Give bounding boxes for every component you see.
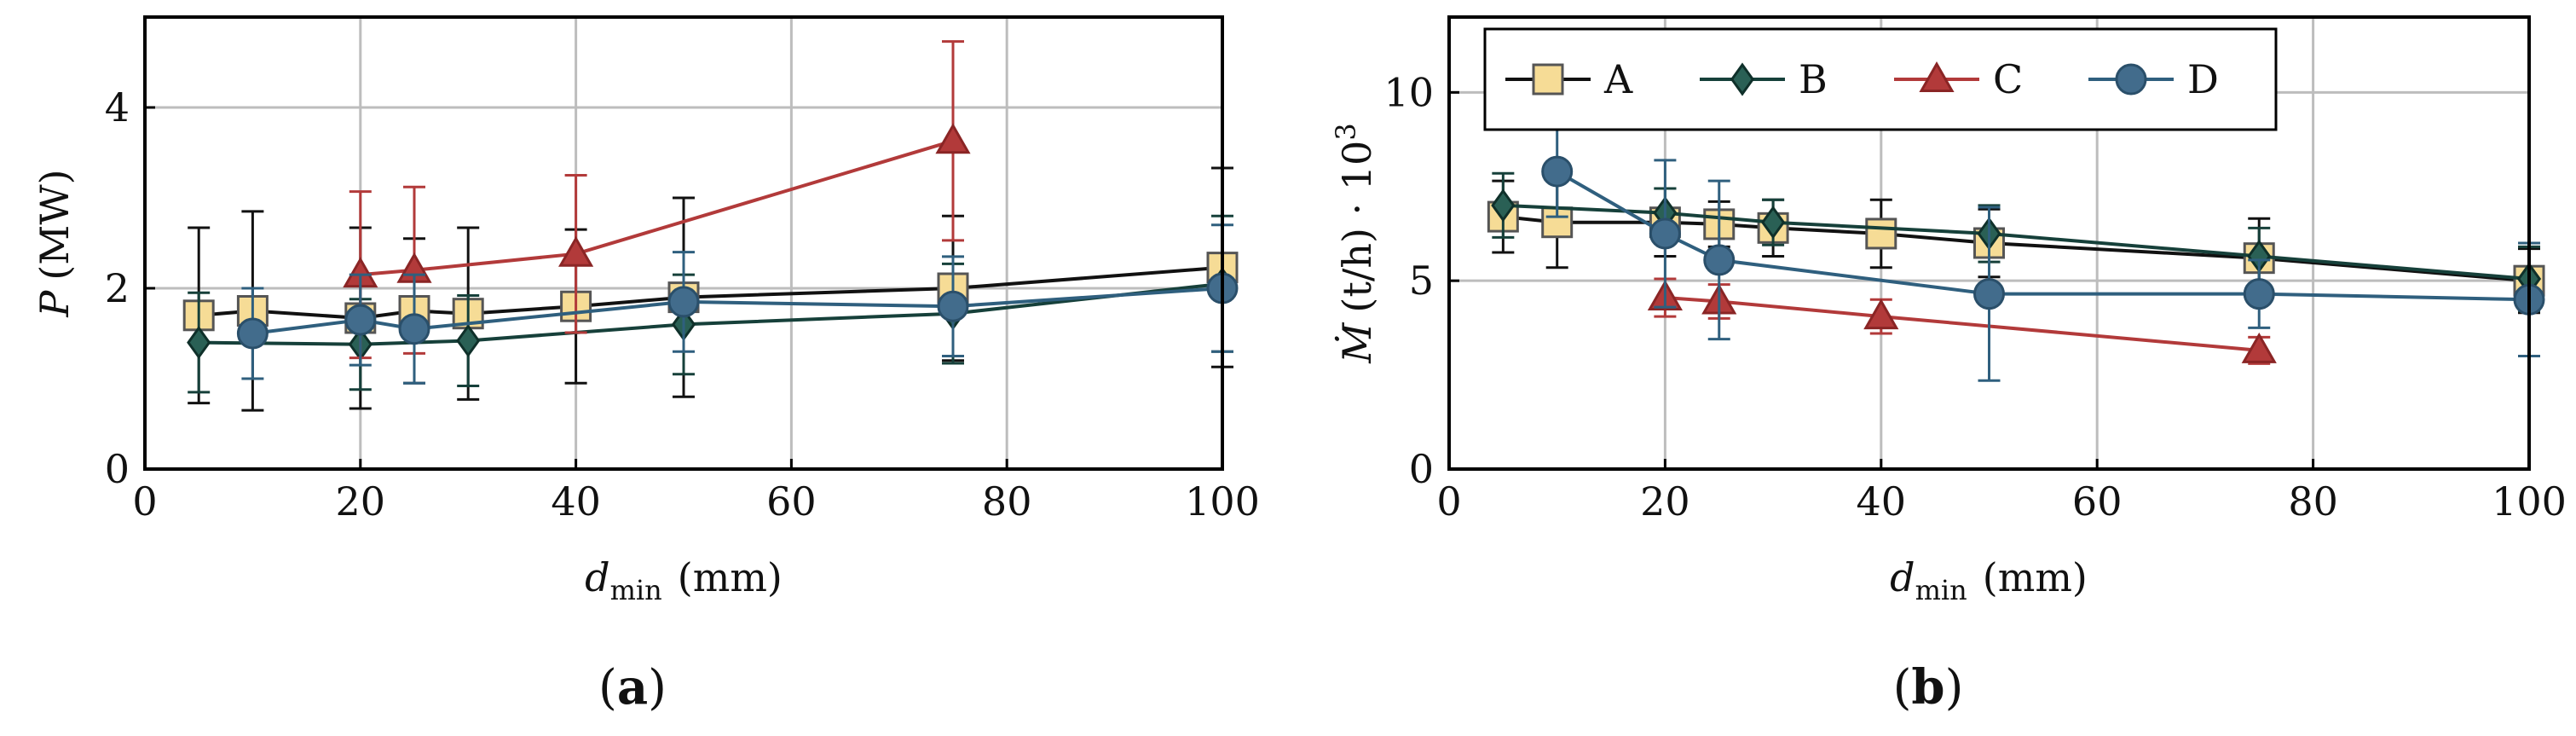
x-tick-label-a: 20 — [336, 478, 386, 524]
legend-label-c: C — [1993, 56, 2023, 102]
legend-items: A B C D — [1505, 56, 2219, 102]
ticks-b: 0 20 40 60 80 100 0 5 10 — [1383, 69, 2566, 524]
series-d-a — [236, 223, 1239, 385]
x-tick-label-b: 60 — [2072, 478, 2123, 524]
y-tick-label-b: 5 — [1409, 258, 1434, 304]
legend-item-c: C — [1894, 56, 2023, 102]
panel-a: 0 20 40 60 80 100 0 2 4 P(MW) dmin (mm) (a) — [32, 15, 1260, 716]
series-c-line-b — [1665, 296, 2260, 352]
series-d-point-b — [1649, 217, 1681, 250]
series-d-point-a — [344, 304, 377, 336]
x-axis-label-a: dmin (mm) — [585, 554, 783, 606]
axes-frame-a — [143, 15, 1224, 471]
x-tick-label-a: 100 — [1185, 478, 1260, 524]
series-c-line-a — [360, 139, 954, 277]
x-tick-label-b: 0 — [1436, 478, 1461, 524]
legend-marker-c — [1919, 61, 1955, 92]
series-b-point-b — [1761, 206, 1786, 240]
legend-item-a: A — [1505, 56, 1633, 102]
y-axis-label-b: Ṁ(t/h) · 103 — [1330, 123, 1380, 363]
y-tick-label-a: 4 — [105, 84, 130, 130]
series-d-point-b — [2243, 278, 2275, 310]
panel-label-a: (a) — [598, 659, 667, 716]
legend-marker-a — [1532, 63, 1564, 96]
legend-item-d: D — [2088, 56, 2219, 102]
y-tick-label-b: 0 — [1409, 446, 1434, 492]
series-d-point-a — [398, 313, 430, 345]
series-d-b — [1541, 125, 2545, 382]
x-tick-label-b: 20 — [1640, 478, 1690, 524]
series-d-point-b — [1541, 155, 1574, 188]
x-tick-label-b: 100 — [2492, 478, 2567, 524]
series-d-line-b — [1556, 170, 2530, 302]
series-a-point-b — [1865, 217, 1897, 250]
x-tick-label-a: 80 — [982, 478, 1032, 524]
series-d-point-a — [667, 286, 700, 318]
series-c-point-b — [2241, 332, 2277, 363]
panel-label-b: (b) — [1893, 659, 1964, 716]
x-tick-label-a: 60 — [766, 478, 817, 524]
series-b-point-b — [1491, 188, 1516, 223]
series-d-line-a — [252, 287, 1223, 335]
series-d-point-b — [1703, 244, 1736, 276]
series-b-b — [1491, 171, 2542, 312]
series-c-point-a — [558, 235, 594, 267]
series-b — [1487, 125, 2545, 382]
x-axis-label-b: dmin (mm) — [1890, 554, 2088, 606]
legend-label-d: D — [2187, 56, 2219, 102]
series-c-point-b — [1863, 298, 1899, 330]
axes-frame-b — [1447, 15, 2531, 471]
series-d-point-a — [937, 290, 969, 322]
series-b-point-a — [456, 323, 481, 358]
y-tick-label-a: 0 — [105, 446, 130, 492]
y-axis-label-a: P(MW) — [32, 169, 78, 317]
x-tick-label-b: 80 — [2288, 478, 2338, 524]
panel-b: 0 20 40 60 80 100 0 5 10 Ṁ(t/h) · 103 dmin (mm) (… — [1330, 15, 2567, 716]
series-d-point-a — [236, 317, 269, 350]
ticks-a: 0 20 40 60 80 100 0 2 4 — [105, 84, 1260, 524]
series-c-a — [343, 40, 971, 360]
series-d-point-b — [1973, 278, 2005, 310]
legend-label-b: B — [1799, 56, 1828, 102]
series-b-a — [187, 214, 1235, 394]
x-tick-label-a: 40 — [551, 478, 601, 524]
legend-label-a: A — [1603, 56, 1633, 102]
y-tick-label-a: 2 — [105, 265, 130, 311]
legend-item-b: B — [1700, 56, 1828, 102]
series-c-point-a — [935, 123, 971, 154]
series-a — [182, 40, 1239, 412]
legend-marker-b — [1730, 62, 1755, 96]
series-b-line-b — [1503, 203, 2530, 281]
x-tick-label-b: 40 — [1857, 478, 1907, 524]
legend-marker-d — [2115, 63, 2147, 96]
x-tick-label-a: 0 — [132, 478, 157, 524]
y-tick-label-b: 10 — [1383, 69, 1434, 115]
legend: A B C D — [1483, 27, 2278, 131]
series-b-point-a — [187, 326, 211, 360]
